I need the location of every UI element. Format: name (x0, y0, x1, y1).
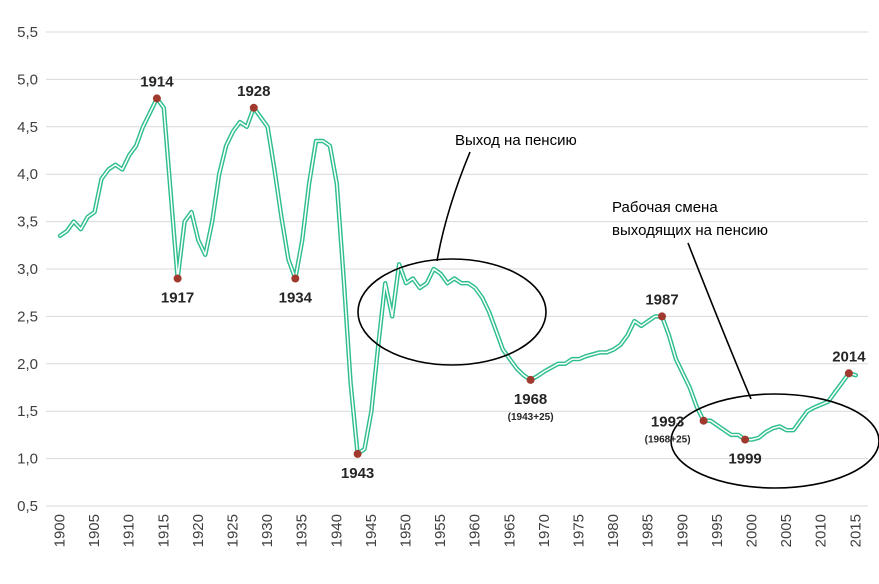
data-point-marker (353, 449, 362, 458)
y-axis-tick-label: 0,5 (17, 498, 38, 515)
data-point-marker (526, 375, 535, 384)
x-axis-tick-label: 1920 (190, 514, 207, 547)
x-axis-tick-label: 1970 (536, 514, 553, 547)
x-axis-tick-label: 1965 (501, 514, 518, 547)
data-point-year-label: 1928 (237, 83, 270, 100)
y-axis-tick-label: 1,0 (17, 451, 38, 468)
data-point-year-label: 1917 (161, 290, 194, 307)
x-axis-tick-label: 2015 (847, 514, 864, 547)
data-point-year-label: 1999 (728, 451, 761, 468)
data-point-year-label: 1993 (651, 414, 684, 431)
annotation-retirement-label: Выход на пенсию (455, 132, 577, 149)
x-axis-tick-label: 2000 (744, 514, 761, 547)
x-axis-tick-label: 1995 (709, 514, 726, 547)
data-point-sublabel: (1943+25) (508, 412, 554, 423)
x-axis-tick-label: 1990 (674, 514, 691, 547)
x-axis-tick-label: 2005 (778, 514, 795, 547)
annotation-leader-line (436, 151, 471, 262)
x-axis-tick-label: 1945 (363, 514, 380, 547)
data-point-year-label: 1934 (279, 290, 313, 307)
data-point-sublabel: (1968+25) (645, 435, 691, 446)
data-point-marker (741, 435, 750, 444)
annotation-working-shift-label-line1: Рабочая смена (612, 199, 718, 216)
x-axis-tick-label: 1960 (467, 514, 484, 547)
x-axis-tick-label: 1935 (294, 514, 311, 547)
data-point-year-label: 1968 (514, 391, 547, 408)
x-axis-tick-label: 1900 (52, 514, 69, 547)
x-axis-tick-label: 1975 (571, 514, 588, 547)
y-axis-tick-label: 2,5 (17, 308, 38, 325)
y-axis-tick-label: 5,5 (17, 24, 38, 41)
data-point-marker (249, 103, 258, 112)
y-axis-tick-label: 3,5 (17, 214, 38, 231)
data-point-marker (844, 369, 853, 378)
series-line-core (59, 97, 857, 455)
data-point-marker (658, 312, 666, 321)
x-axis-tick-label: 1915 (155, 514, 172, 547)
y-axis-tick-label: 2,0 (17, 356, 38, 373)
data-point-marker (699, 416, 708, 425)
y-axis-tick-label: 4,5 (17, 119, 38, 136)
annotation-ellipse (670, 393, 879, 489)
data-point-marker (291, 274, 300, 283)
x-axis-tick-label: 2010 (813, 514, 830, 547)
data-point-marker (152, 94, 161, 103)
x-axis-tick-label: 1910 (121, 514, 138, 547)
x-axis-tick-label: 1940 (328, 514, 345, 547)
y-axis-tick-label: 4,0 (17, 166, 38, 183)
x-axis-tick-label: 1925 (225, 514, 242, 547)
x-axis-tick-label: 1930 (259, 514, 276, 547)
y-axis-tick-label: 3,0 (17, 261, 38, 278)
x-axis-tick-label: 1905 (86, 514, 103, 547)
data-point-marker (173, 274, 182, 283)
x-axis-tick-label: 1950 (398, 514, 415, 547)
annotation-leader-line (687, 242, 752, 400)
data-point-year-label: 1914 (140, 73, 174, 90)
data-point-year-label: 1987 (645, 291, 678, 308)
x-axis-tick-label: 1985 (640, 514, 657, 547)
y-axis-tick-label: 5,0 (17, 71, 38, 88)
data-point-year-label: 1943 (341, 465, 374, 482)
data-point-year-label: 2014 (832, 348, 866, 365)
x-axis-tick-label: 1955 (432, 514, 449, 547)
annotation-ellipse (357, 258, 547, 366)
y-axis-tick-label: 1,5 (17, 403, 38, 420)
x-axis-tick-label: 1980 (605, 514, 622, 547)
annotation-working-shift-label-line2: выходящих на пенсию (612, 222, 769, 239)
